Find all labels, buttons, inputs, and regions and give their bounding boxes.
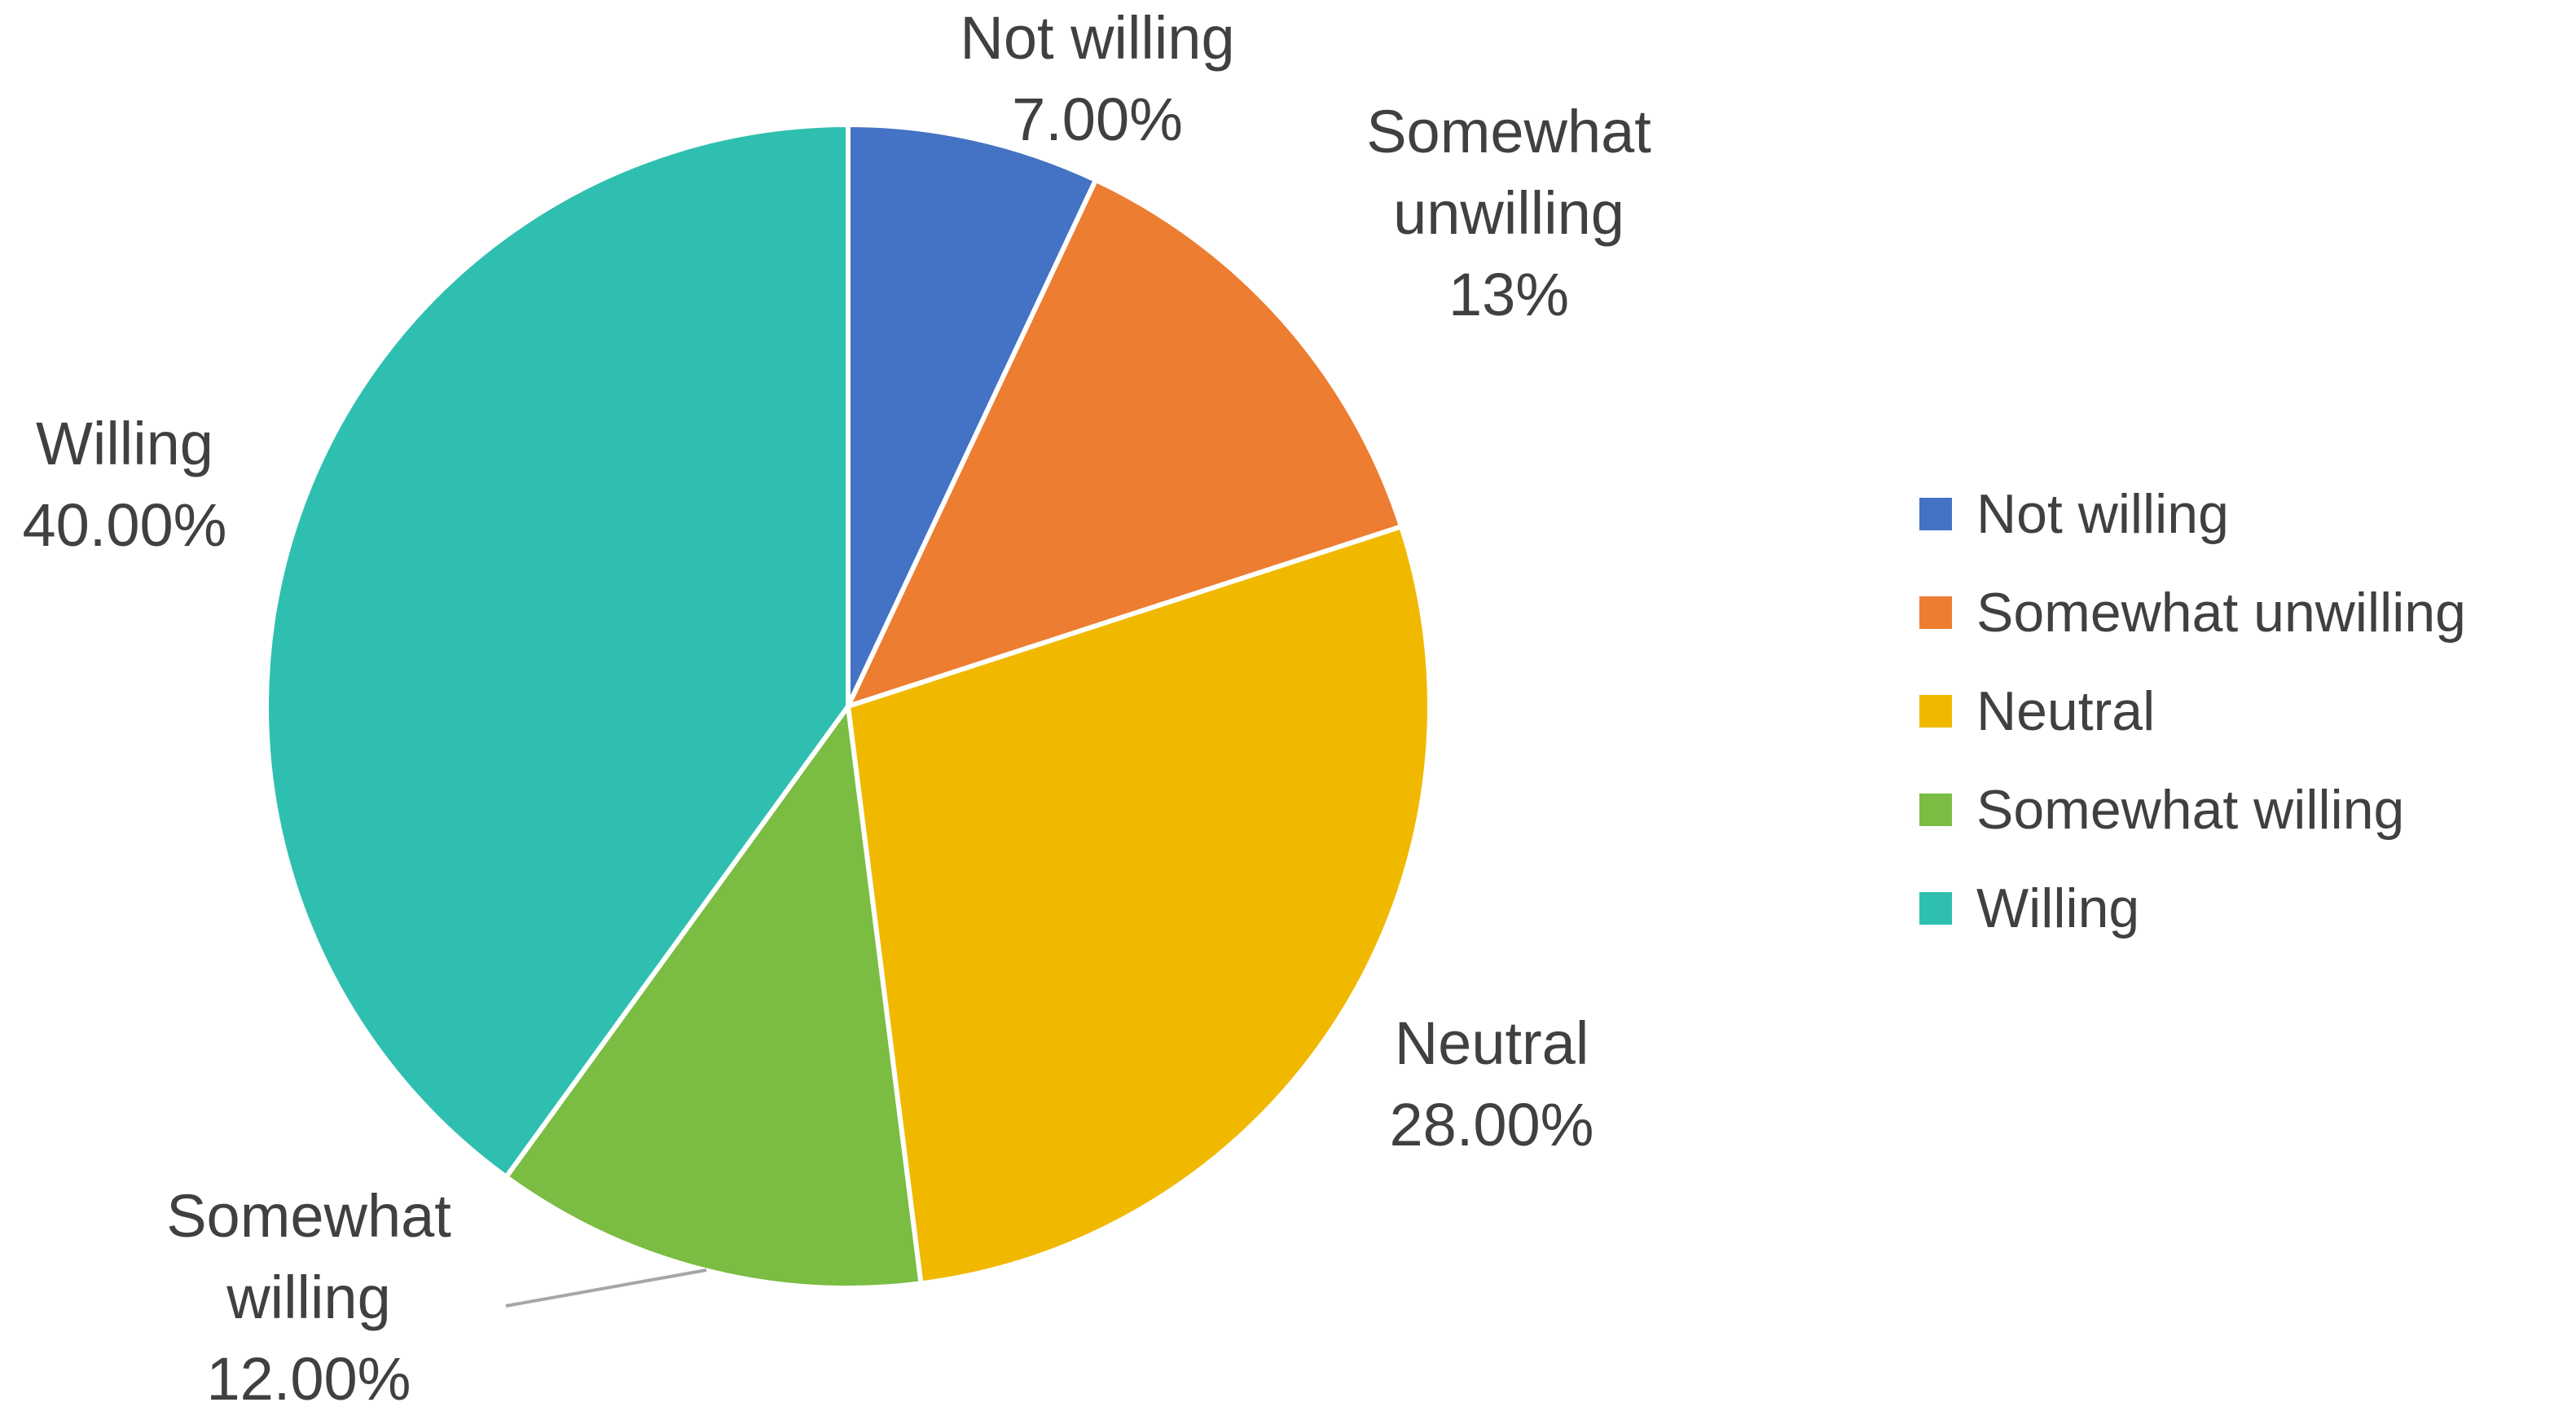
legend-label: Willing [1976,877,2140,939]
pie-slice [846,122,1099,709]
data-label: Somewhat willing 12.00% [113,1176,504,1420]
legend-swatch [1919,892,1952,925]
data-label-category: Somewhat unwilling [1366,98,1651,247]
data-label: Not willing 7.00% [902,0,1293,160]
data-label: Willing 40.00% [0,403,320,566]
data-label-value: 40.00% [22,491,227,559]
data-label-value: 7.00% [1012,86,1183,153]
legend-label: Somewhat unwilling [1976,582,2466,644]
legend-swatch [1919,794,1952,826]
legend-swatch [1919,695,1952,728]
data-label-category: Somewhat willing [166,1182,451,1331]
data-label-value: 12.00% [206,1345,411,1413]
leader-line [505,1268,707,1308]
data-label: Neutral 28.00% [1296,1003,1687,1166]
data-label-category: Not willing [960,4,1235,72]
data-label-category: Willing [36,410,213,477]
legend-swatch [1919,596,1952,629]
data-label-value: 28.00% [1389,1091,1594,1158]
data-label-value: 13% [1448,261,1570,328]
data-label: Somewhat unwilling 13% [1313,91,1704,336]
pie-slice [846,524,1432,1286]
legend-label: Somewhat willing [1976,779,2405,841]
data-label-category: Neutral [1394,1009,1589,1077]
legend-label: Not willing [1976,483,2229,545]
pie-slice [846,177,1404,709]
legend-swatch [1919,498,1952,530]
legend-label: Neutral [1976,680,2156,742]
pie-slice [264,122,851,1180]
